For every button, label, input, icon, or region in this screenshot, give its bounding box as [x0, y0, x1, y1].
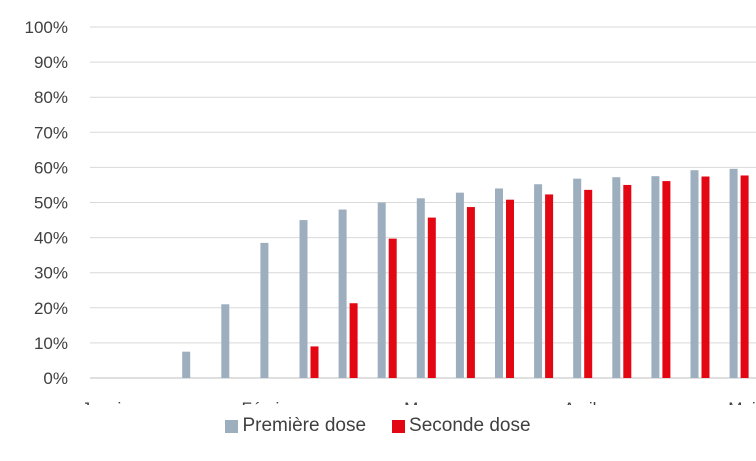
bar-first-dose [455, 192, 464, 378]
y-tick-label: 90% [34, 53, 68, 72]
x-tick-label: Avril [564, 399, 597, 405]
y-tick-label: 70% [34, 123, 68, 142]
bar-first-dose [612, 177, 621, 378]
y-tick-label: 10% [34, 334, 68, 353]
legend-label-first-dose: Première dose [242, 415, 367, 436]
bar-first-dose [690, 170, 699, 378]
bar-first-dose [377, 202, 386, 378]
bars [182, 168, 749, 378]
vaccination-bar-chart: 0% 10% 20% 30% 40% 50% 60% 70% 80% 90% 100% Janvie… [25, 18, 756, 405]
bar-first-dose [573, 178, 582, 378]
y-tick-label: 80% [34, 88, 68, 107]
bar-first-dose [651, 176, 660, 378]
bar-first-dose [495, 188, 503, 378]
bar-first-dose [299, 220, 308, 378]
y-axis: 0% 10% 20% 30% 40% 50% 60% 70% 80% 90% 100% [25, 18, 68, 388]
y-tick-label: 50% [34, 194, 68, 213]
x-tick-label: Mars [404, 399, 442, 405]
y-tick-label: 20% [34, 299, 68, 318]
bar-second-dose [466, 207, 475, 378]
x-tick-label: Mai [728, 399, 755, 405]
legend: Première dose Seconde dose [0, 414, 756, 438]
bar-second-dose [349, 303, 358, 378]
bar-first-dose [534, 184, 543, 378]
bar-second-dose [623, 184, 632, 378]
y-tick-label: 30% [34, 264, 68, 283]
x-tick-label: Janvier [82, 399, 137, 405]
bar-second-dose [662, 181, 671, 378]
y-tick-label: 40% [34, 229, 68, 248]
legend-item-second-dose: Seconde dose [392, 415, 531, 437]
y-tick-label: 60% [34, 158, 68, 177]
bar-first-dose [182, 351, 191, 378]
bar-first-dose [338, 209, 347, 378]
legend-label-second-dose: Seconde dose [409, 415, 531, 436]
x-tick-label: Février [242, 399, 295, 405]
bar-second-dose [506, 199, 514, 378]
bar-second-dose [310, 346, 319, 378]
bar-second-dose [740, 175, 749, 378]
legend-swatch-first-dose [225, 419, 239, 433]
bar-second-dose [701, 176, 710, 378]
legend-item-first-dose: Première dose [225, 415, 366, 437]
bar-first-dose [221, 304, 230, 378]
bar-second-dose [388, 238, 397, 378]
x-axis: Janvier Février Mars Avril Mai [82, 399, 756, 405]
bar-first-dose [416, 198, 425, 378]
y-tick-label: 0% [43, 369, 68, 388]
y-tick-label: 100% [25, 18, 68, 37]
bar-first-dose [729, 168, 738, 378]
bar-first-dose [260, 242, 269, 378]
legend-swatch-second-dose [392, 419, 406, 433]
bar-second-dose [427, 217, 436, 378]
bar-second-dose [545, 194, 554, 378]
bar-second-dose [584, 189, 593, 378]
